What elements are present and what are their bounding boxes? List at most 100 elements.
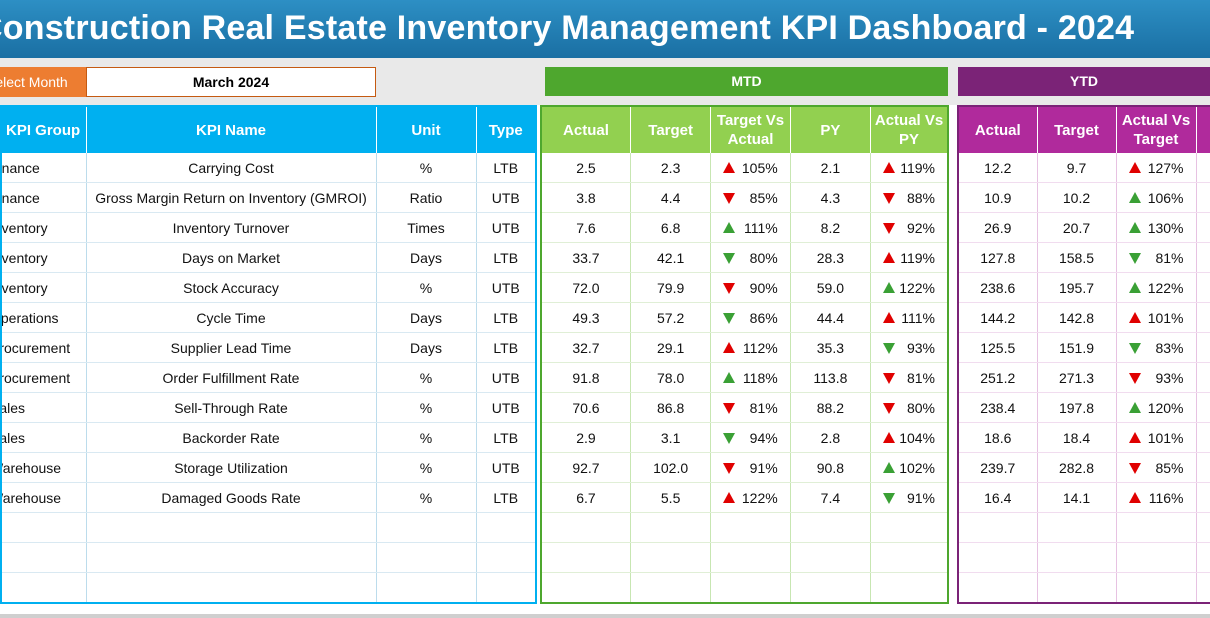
empty-cell xyxy=(1196,212,1210,243)
mtd-actual-vs-py-cell: 119% xyxy=(870,242,949,273)
mtd-py-cell: 7.4 xyxy=(790,482,872,513)
mtd-actual-vs-py-cell: 93% xyxy=(870,332,949,363)
mtd-target-vs-actual-cell: 112% xyxy=(710,332,791,363)
trend-arrow-icon xyxy=(723,161,736,173)
ytd-actual-vs-target-cell: 127% xyxy=(1116,153,1197,183)
empty-cell xyxy=(86,542,377,573)
table-row xyxy=(541,512,949,543)
trend-arrow-icon xyxy=(1128,191,1141,203)
mtd-target-vs-actual-cell-value: 85% xyxy=(749,189,778,206)
empty-cell xyxy=(1196,182,1210,213)
kpi-group-text: Finance xyxy=(1,189,40,206)
unit-cell: Days xyxy=(376,242,477,273)
select-month-label: Select Month xyxy=(0,67,86,97)
empty-cell xyxy=(710,512,791,543)
type-cell: LTB xyxy=(476,482,537,513)
unit-cell: % xyxy=(376,272,477,303)
unit-cell: Days xyxy=(376,302,477,333)
mtd-target-cell: 3.1 xyxy=(630,422,712,453)
unit-cell: Times xyxy=(376,212,477,243)
empty-cell xyxy=(1037,542,1117,573)
ytd-actual-vs-target-cell-value: 130% xyxy=(1147,219,1184,236)
ytd-actual-cell: 238.6 xyxy=(958,272,1038,303)
kpi-group-text: Procurement xyxy=(1,369,71,386)
ytd-target-cell: 20.7 xyxy=(1037,212,1117,243)
header-ytd-extra xyxy=(1196,106,1210,153)
kpi-group-cell: Sales xyxy=(1,392,87,423)
empty-cell xyxy=(630,542,712,573)
mtd-actual-cell: 7.6 xyxy=(541,212,631,243)
mtd-actual-vs-py-cell: 111% xyxy=(870,302,949,333)
header-ytd-actual-vs-target: Actual Vs Target xyxy=(1116,106,1197,153)
mtd-target-vs-actual-cell-value: 112% xyxy=(742,339,778,356)
ytd-actual-cell: 144.2 xyxy=(958,302,1038,333)
trend-arrow-icon xyxy=(1128,401,1141,413)
kpi-group-text: Procurement xyxy=(1,339,71,356)
table-row: 91.8 78.0 118% 113.8 81% xyxy=(541,362,949,393)
mtd-target-vs-actual-cell: 122% xyxy=(710,482,791,513)
trend-arrow-icon xyxy=(883,251,896,263)
empty-cell xyxy=(376,542,477,573)
mtd-actual-cell: 33.7 xyxy=(541,242,631,273)
ytd-actual-cell: 239.7 xyxy=(958,452,1038,483)
ytd-actual-vs-target-cell: 106% xyxy=(1116,182,1197,213)
empty-cell xyxy=(1196,512,1210,543)
mtd-target-cell: 2.3 xyxy=(630,153,712,183)
ytd-section-header: YTD xyxy=(958,67,1210,96)
dashboard-title-bar: Construction Real Estate Inventory Manag… xyxy=(0,0,1210,58)
empty-cell xyxy=(1116,512,1197,543)
ytd-target-cell: 10.2 xyxy=(1037,182,1117,213)
ytd-actual-cell: 12.2 xyxy=(958,153,1038,183)
mtd-py-cell: 88.2 xyxy=(790,392,872,423)
mtd-target-cell: 29.1 xyxy=(630,332,712,363)
mtd-actual-cell: 70.6 xyxy=(541,392,631,423)
ytd-actual-vs-target-cell-value: 127% xyxy=(1147,159,1184,176)
ytd-actual-vs-target-cell: 101% xyxy=(1116,302,1197,333)
table-row xyxy=(958,512,1210,543)
empty-cell xyxy=(1,512,87,543)
ytd-target-cell: 197.8 xyxy=(1037,392,1117,423)
kpi-group-text: Warehouse xyxy=(1,489,62,506)
kpi-group-cell: Operations xyxy=(1,302,87,333)
mtd-actual-vs-py-cell: 80% xyxy=(870,392,949,423)
table-row: 6.7 5.5 122% 7.4 91% xyxy=(541,482,949,513)
table-row: 72.0 79.9 90% 59.0 122% xyxy=(541,272,949,303)
mtd-actual-cell: 49.3 xyxy=(541,302,631,333)
empty-cell xyxy=(1196,482,1210,513)
unit-cell: Days xyxy=(376,332,477,363)
table-row: Finance Gross Margin Return on Inventory … xyxy=(1,182,537,213)
empty-cell xyxy=(376,512,477,543)
mtd-actual-cell: 2.9 xyxy=(541,422,631,453)
header-mtd-py: PY xyxy=(790,106,872,153)
mtd-actual-vs-py-cell-value: 93% xyxy=(906,339,935,356)
empty-cell xyxy=(1196,422,1210,453)
mtd-target-cell: 79.9 xyxy=(630,272,712,303)
mtd-target-vs-actual-cell-value: 91% xyxy=(749,459,778,476)
trend-arrow-icon xyxy=(723,282,736,294)
mtd-target-vs-actual-cell-value: 111% xyxy=(743,219,778,236)
mtd-target-cell: 78.0 xyxy=(630,362,712,393)
month-selector[interactable]: March 2024 xyxy=(86,67,376,97)
trend-arrow-icon xyxy=(1128,252,1141,264)
empty-cell xyxy=(1196,452,1210,483)
trend-arrow-icon xyxy=(883,192,896,204)
unit-cell: % xyxy=(376,362,477,393)
kpi-group-cell: Sales xyxy=(1,422,87,453)
mtd-actual-vs-py-cell-value: 119% xyxy=(900,249,935,266)
ytd-actual-cell: 18.6 xyxy=(958,422,1038,453)
mtd-py-cell: 8.2 xyxy=(790,212,872,243)
table-row xyxy=(958,572,1210,604)
ytd-actual-vs-target-cell: 81% xyxy=(1116,242,1197,273)
empty-cell xyxy=(870,572,949,604)
empty-cell xyxy=(870,542,949,573)
header-ytd-actual: Actual xyxy=(958,106,1038,153)
trend-arrow-icon xyxy=(883,311,896,323)
trend-arrow-icon xyxy=(1128,281,1141,293)
type-cell: UTB xyxy=(476,272,537,303)
mtd-target-cell: 5.5 xyxy=(630,482,712,513)
empty-cell xyxy=(376,572,477,604)
kpi-group-text: Warehouse xyxy=(1,459,62,476)
ytd-actual-vs-target-cell: 122% xyxy=(1116,272,1197,303)
ytd-actual-vs-target-cell: 101% xyxy=(1116,422,1197,453)
